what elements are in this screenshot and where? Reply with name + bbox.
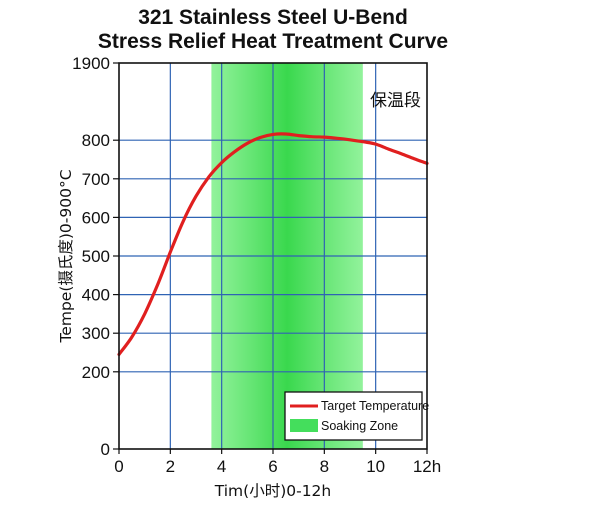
y-tick-label: 300 — [82, 324, 110, 343]
y-tick-label: 700 — [82, 170, 110, 189]
x-tick-label: 0 — [114, 457, 123, 476]
x-tick-label: 6 — [268, 457, 277, 476]
chart-title: 321 Stainless Steel U-Bend — [138, 6, 408, 29]
x-tick-labels: 0 2 4 6 8 10 12h — [114, 449, 441, 476]
y-tick-label: 0 — [101, 440, 110, 459]
x-tick-label: 2 — [166, 457, 175, 476]
x-tick-label: 4 — [217, 457, 226, 476]
legend-swatch-soaking-zone — [290, 419, 318, 432]
x-tick-label: 10 — [366, 457, 385, 476]
y-tick-labels: 0 200 300 400 500 600 700 800 1900 — [72, 54, 119, 459]
plot-area — [117, 62, 429, 450]
y-tick-label: 600 — [82, 208, 110, 227]
series-line-target-temperature — [117, 132, 429, 356]
y-tick-label: 800 — [82, 131, 110, 150]
x-tick-label: 12h — [413, 457, 441, 476]
legend-label-target-temperature: Target Temperature — [321, 399, 429, 413]
y-tick-label: 400 — [82, 286, 110, 305]
y-tick-label: 200 — [82, 363, 110, 382]
annotation-holding-stage: 保温段 — [370, 91, 421, 111]
legend-label-soaking-zone: Soaking Zone — [321, 419, 398, 433]
x-tick-label: 8 — [320, 457, 329, 476]
x-axis-label: Tim(小时)0-12h — [214, 482, 332, 500]
y-tick-label: 500 — [82, 247, 110, 266]
legend: Target Temperature Soaking Zone — [284, 391, 429, 441]
y-tick-label: 1900 — [72, 54, 110, 73]
series-layer — [117, 132, 429, 356]
y-axis-label: Tempe(摄氏度)0-900°C — [57, 169, 75, 343]
chart-subtitle: Stress Relief Heat Treatment Curve — [98, 30, 448, 53]
grid-layer — [119, 63, 427, 449]
